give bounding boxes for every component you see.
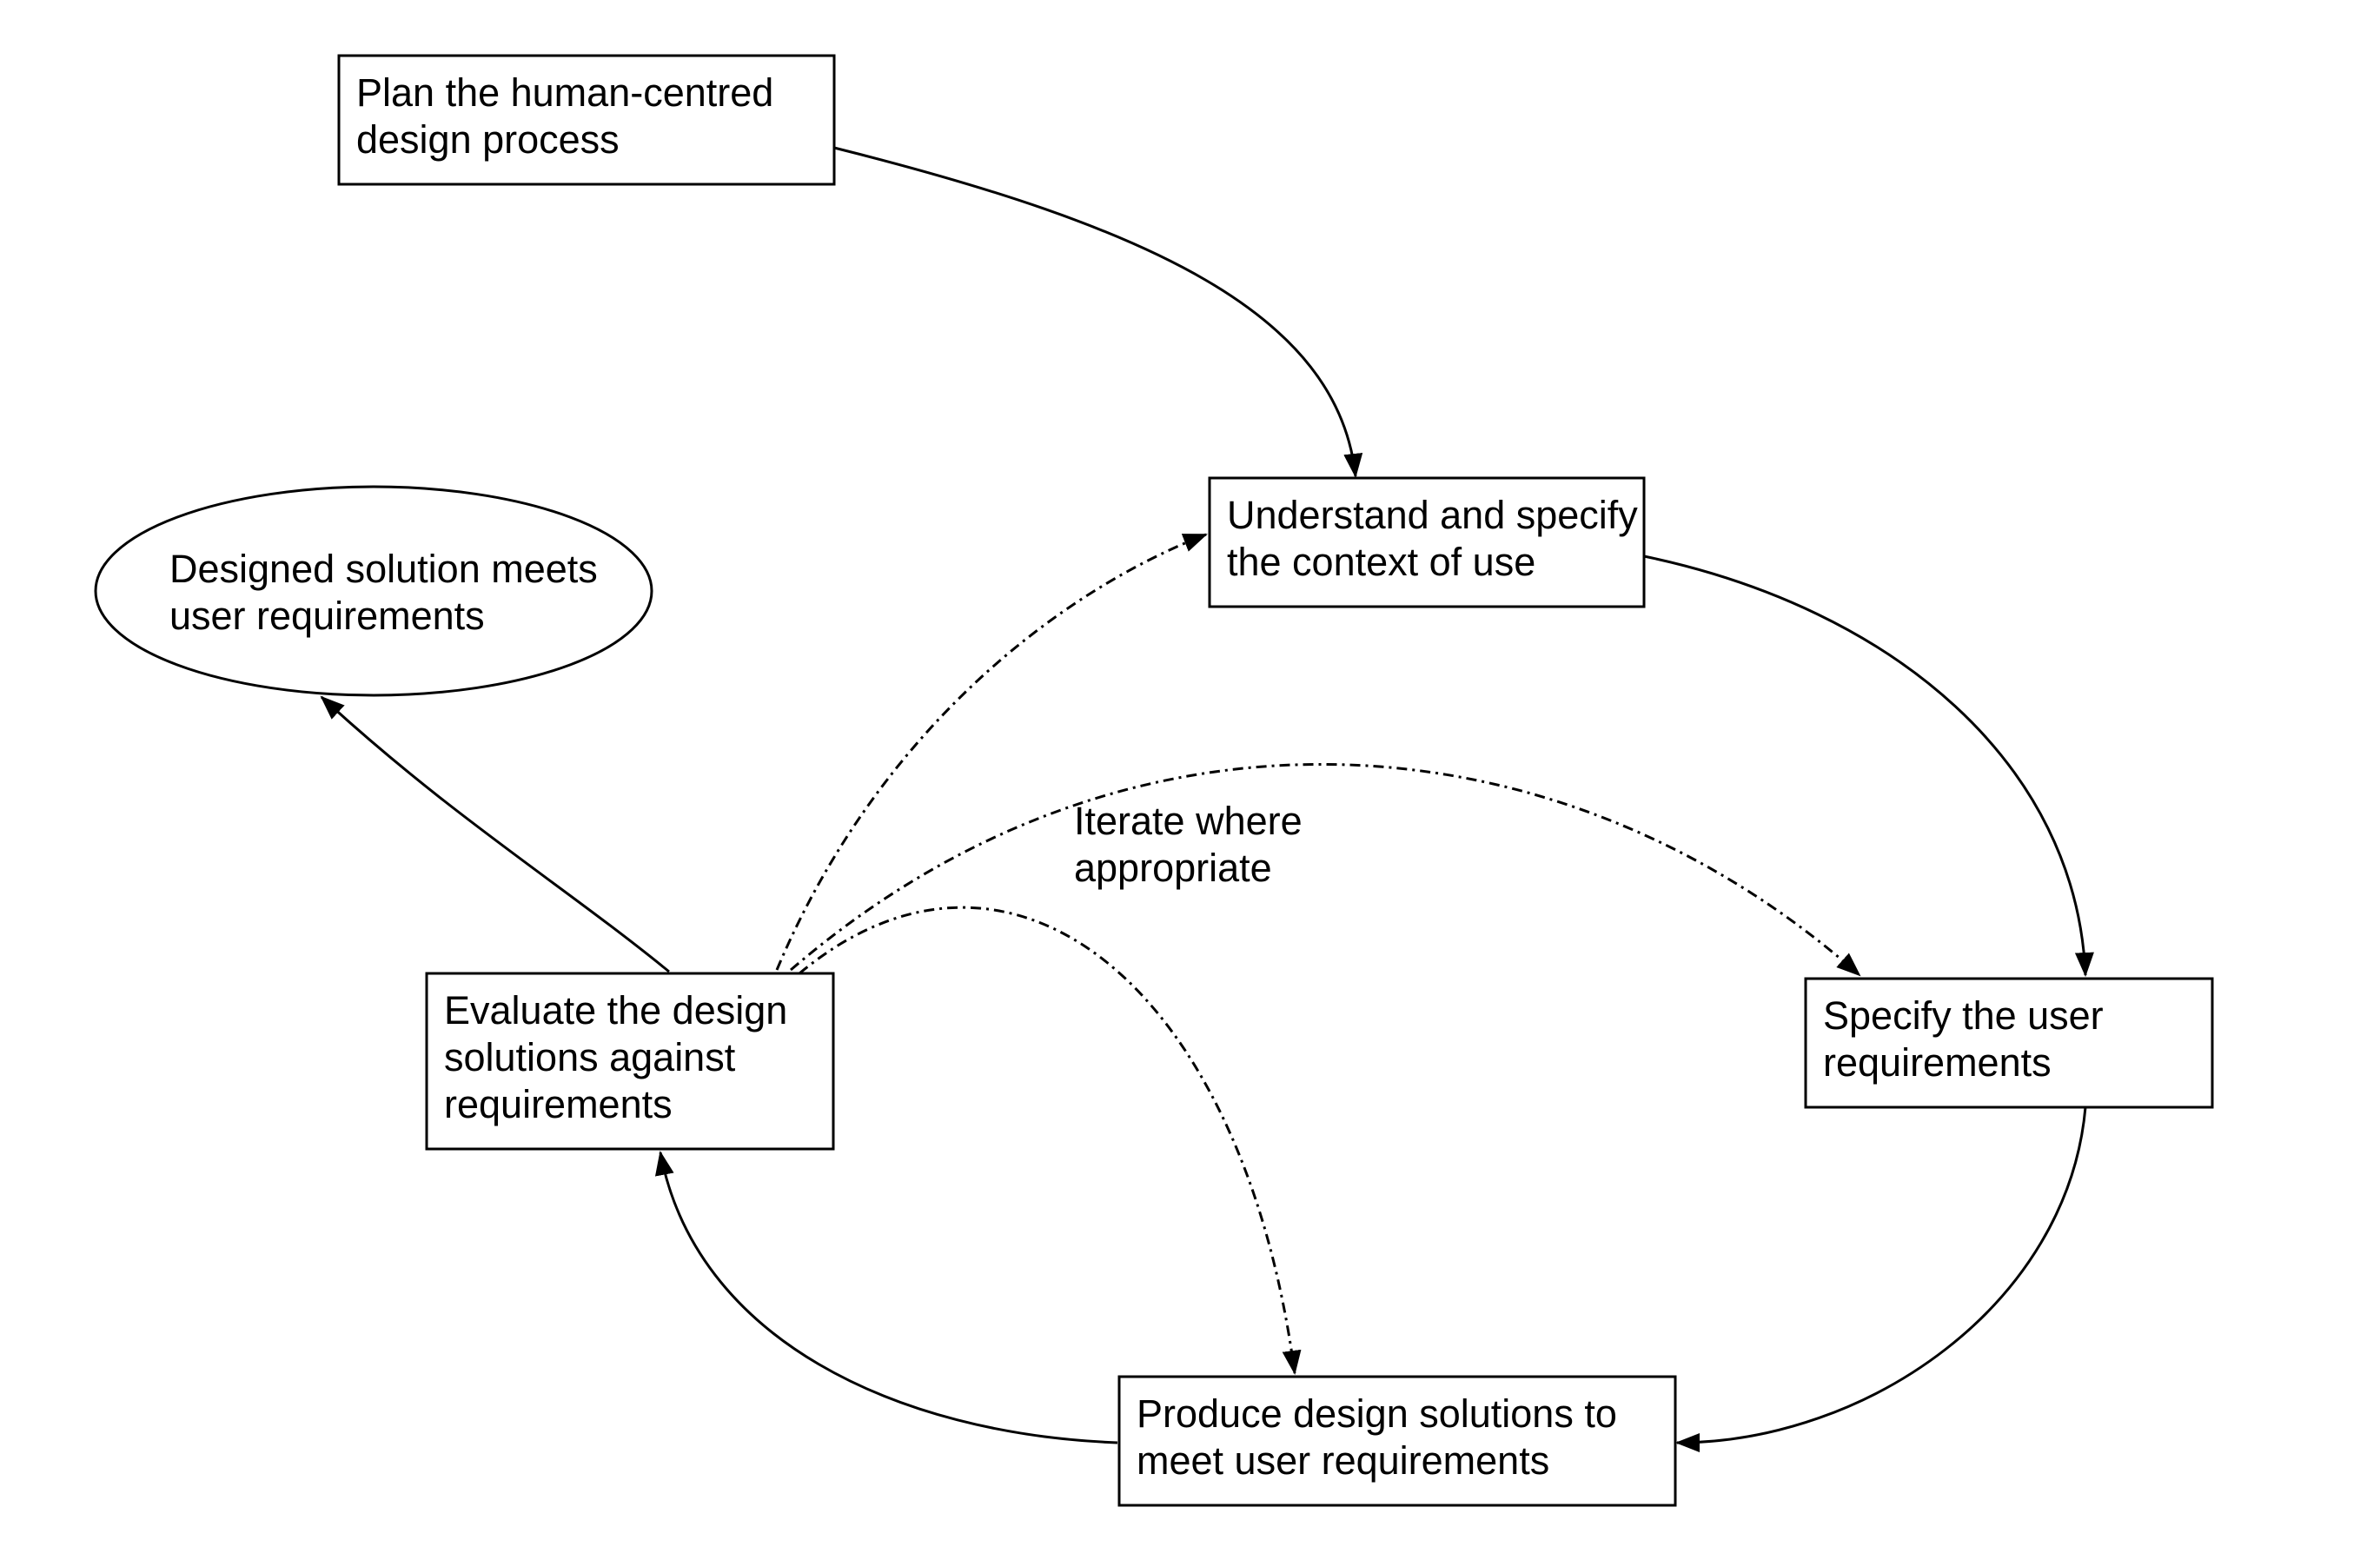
- text-iterate: Iterate whereappropriate: [1074, 799, 1303, 890]
- flowchart-canvas: Plan the human-centreddesign processUnde…: [0, 0, 2380, 1567]
- edge-produce-to-evaluate: [660, 1152, 1117, 1443]
- edge-evaluate-to-produce: [799, 907, 1295, 1373]
- edge-evaluate-to-specify: [791, 764, 1860, 975]
- node-designed: [96, 487, 652, 695]
- edge-specify-to-produce: [1677, 1107, 2085, 1443]
- edge-evaluate-to-understand: [777, 535, 1206, 970]
- edge-understand-to-specify: [1644, 556, 2085, 975]
- edge-evaluate-to-designed: [322, 697, 669, 972]
- edge-plan-to-understand: [834, 148, 1356, 476]
